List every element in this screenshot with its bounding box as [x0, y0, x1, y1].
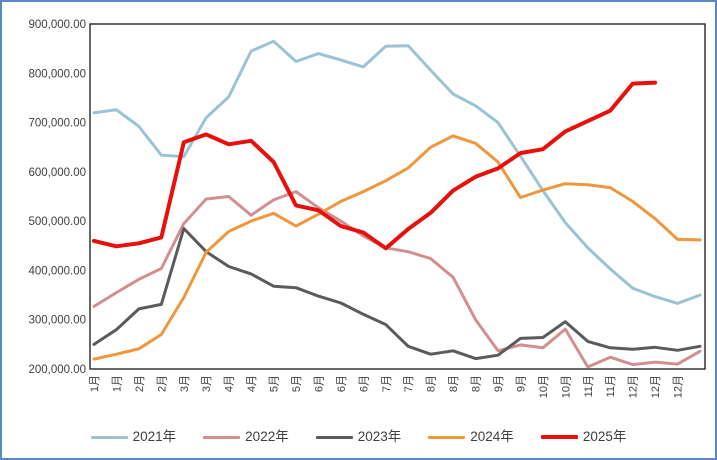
- series-line-2021年: [92, 39, 702, 305]
- legend-swatch: [90, 435, 128, 439]
- x-axis-label: 6月: [313, 375, 325, 392]
- x-axis: 1月 1月 2月 2月 3月 3月 4月 4月 5月 5月 6月 6月 6月 7月 7月 8月 8月 8月 9月 9月…: [89, 375, 685, 398]
- x-axis-label: 2月: [156, 375, 168, 392]
- x-axis-label: 4月: [224, 375, 236, 392]
- legend-label: 2021年: [132, 429, 177, 445]
- y-axis-label: 600,000.00: [28, 167, 86, 179]
- y-axis: 900,000.00 800,000.00 700,000.00 600,000.00…: [28, 19, 86, 376]
- x-axis-label: 6月: [336, 375, 348, 392]
- y-axis-label: 200,000.00: [28, 364, 86, 376]
- x-axis-label: 7月: [381, 375, 393, 392]
- x-axis-label: 11月: [605, 375, 617, 397]
- x-axis-label: 1月: [111, 375, 123, 392]
- x-axis-label: 4月: [246, 375, 258, 392]
- plot-border: [89, 23, 706, 370]
- legend-label: 2023年: [357, 429, 402, 445]
- legend: 2021年 2022年 2023年 2024年 2025年: [2, 423, 715, 451]
- legend-swatch: [540, 435, 578, 439]
- x-axis-label: 5月: [291, 375, 303, 392]
- x-axis-label: 12月: [628, 375, 640, 398]
- series-lines: [92, 39, 702, 369]
- x-axis-label: 8月: [448, 375, 460, 392]
- x-axis-label: 10月: [560, 375, 572, 398]
- x-axis-label: 6月: [358, 375, 370, 392]
- legend-swatch: [203, 435, 241, 439]
- x-axis-label: 12月: [650, 375, 662, 398]
- x-axis-label: 5月: [269, 375, 281, 392]
- x-axis-label: 1月: [89, 375, 101, 392]
- y-axis-label: 300,000.00: [28, 315, 86, 327]
- x-axis-label: 8月: [426, 375, 438, 392]
- legend-item-2021年: 2021年: [90, 429, 177, 445]
- x-axis-label: 9月: [493, 375, 505, 392]
- x-axis-label: 9月: [515, 375, 527, 392]
- series-line-2022年: [92, 190, 702, 369]
- y-axis-label: 800,000.00: [28, 68, 86, 80]
- line-chart: 900,000.00 800,000.00 700,000.00 600,000.00…: [28, 19, 706, 398]
- legend-item-2022年: 2022年: [203, 430, 289, 444]
- x-axis-label: 3月: [179, 375, 191, 392]
- y-axis-label: 900,000.00: [28, 19, 86, 31]
- y-axis-label: 700,000.00: [28, 118, 86, 130]
- x-axis-label: 12月: [673, 375, 685, 398]
- legend-label: 2022年: [245, 429, 289, 445]
- x-axis-label: 8月: [471, 375, 483, 392]
- x-axis-label: 7月: [403, 375, 415, 392]
- legend-swatch: [315, 435, 353, 439]
- legend-swatch: [428, 435, 466, 439]
- plot-area: [89, 23, 706, 370]
- x-axis-label: 11月: [583, 375, 595, 397]
- x-axis-label: 10月: [538, 375, 550, 398]
- series-line-2024年: [92, 134, 702, 361]
- legend-label: 2024年: [470, 429, 514, 445]
- y-axis-label: 400,000.00: [28, 265, 86, 277]
- series-line-2023年: [92, 227, 702, 361]
- y-axis-label: 500,000.00: [28, 216, 86, 228]
- legend-item-2025年: 2025年: [540, 429, 627, 445]
- legend-item-2024年: 2024年: [428, 430, 514, 444]
- legend-item-2023年: 2023年: [315, 429, 402, 445]
- x-axis-label: 3月: [201, 375, 213, 392]
- legend-label: 2025年: [582, 429, 627, 445]
- x-axis-label: 2月: [134, 375, 146, 392]
- series-line-2025年: [92, 80, 658, 251]
